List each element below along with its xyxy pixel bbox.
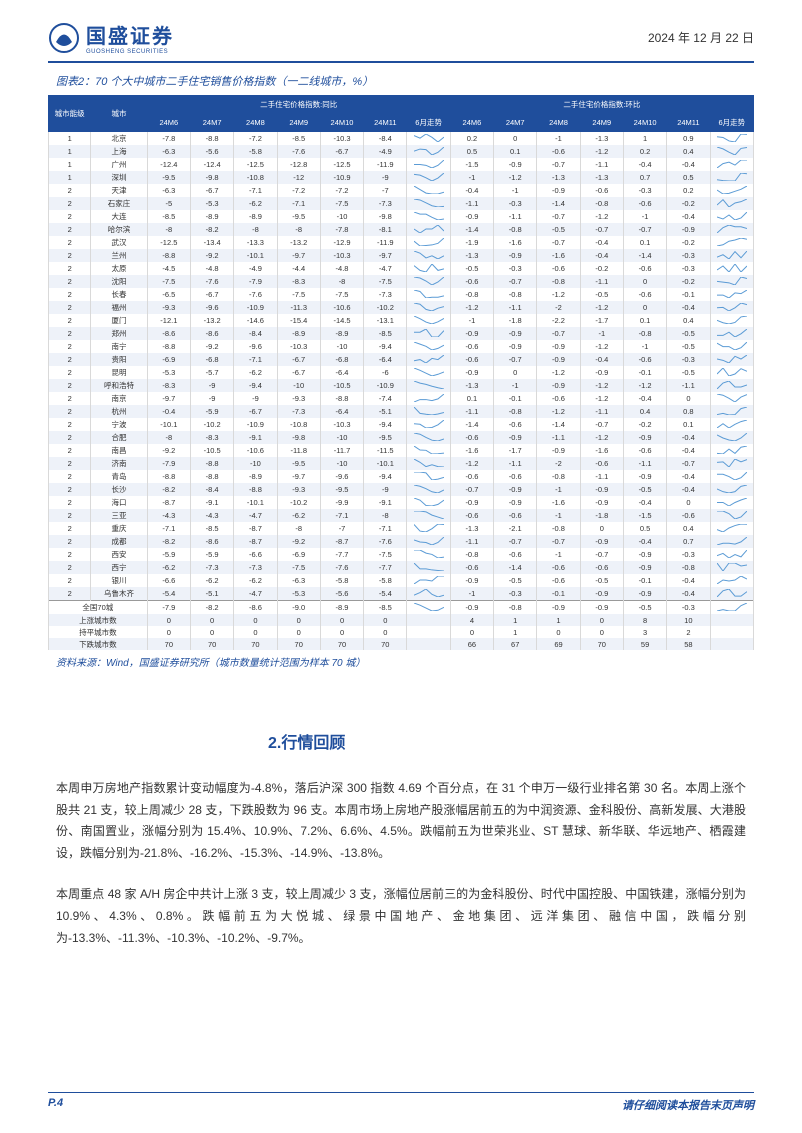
th-sub: 24M6: [450, 114, 493, 132]
table-summary-row: 持平城市数000000010032: [49, 626, 754, 638]
table-row: 2呼和浩特-8.3-9-9.4-10-10.5-10.9-1.3-1-0.9-1…: [49, 379, 754, 392]
table-row: 2济南-7.9-8.8-10-9.5-10-10.1-1.2-1.1-2-0.6…: [49, 457, 754, 470]
th-tier: 城市能级: [49, 96, 91, 132]
table-row: 1深圳-9.5-9.8-10.8-12-10.9-9-1-1.2-1.3-1.3…: [49, 171, 754, 184]
table-row: 2成都-8.2-8.6-8.7-9.2-8.7-7.6-1.1-0.7-0.7-…: [49, 535, 754, 548]
table-row: 1北京-7.8-8.8-7.2-8.5-10.3-8.40.20-1-1.310…: [49, 132, 754, 146]
table-row: 2郑州-8.6-8.6-8.4-8.9-8.9-8.5-0.9-0.9-0.7-…: [49, 327, 754, 340]
th-sub: 24M6: [147, 114, 190, 132]
page-footer: P.4 请仔细阅读本报告末页声明: [48, 1092, 754, 1113]
table-body: 1北京-7.8-8.8-7.2-8.5-10.3-8.40.20-1-1.310…: [49, 132, 754, 651]
table-summary-row: 全国70城-7.9-8.2-8.6-9.0-8.9-8.5-0.9-0.8-0.…: [49, 601, 754, 615]
table-row: 2长春-6.5-6.7-7.6-7.5-7.5-7.3-0.8-0.8-1.2-…: [49, 288, 754, 301]
table-row: 2哈尔滨-8-8.2-8-8-7.8-8.1-1.4-0.8-0.5-0.7-0…: [49, 223, 754, 236]
table-row: 2长沙-8.2-8.4-8.8-9.3-9.5-9-0.7-0.9-1-0.9-…: [49, 483, 754, 496]
table-row: 2重庆-7.1-8.5-8.7-8-7-7.1-1.3-2.1-0.800.50…: [49, 522, 754, 535]
price-index-table: 城市能级 城市 二手住宅价格指数:同比 二手住宅价格指数:环比 24M624M7…: [48, 95, 754, 650]
th-sub: 24M7: [494, 114, 537, 132]
table-row: 1广州-12.4-12.4-12.5-12.8-12.5-11.9-1.5-0.…: [49, 158, 754, 171]
th-sub: 24M8: [537, 114, 580, 132]
table-row: 2太原-4.5-4.8-4.9-4.4-4.8-4.7-0.5-0.3-0.6-…: [49, 262, 754, 275]
table-row: 2三亚-4.3-4.3-4.7-6.2-7.1-8-0.6-0.6-1-1.8-…: [49, 509, 754, 522]
company-name: 国盛证券: [86, 20, 174, 49]
th-sub: 24M9: [277, 114, 320, 132]
logo-icon: [48, 22, 80, 54]
table-row: 2海口-8.7-9.1-10.1-10.2-9.9-9.1-0.9-0.9-1.…: [49, 496, 754, 509]
table-head: 城市能级 城市 二手住宅价格指数:同比 二手住宅价格指数:环比 24M624M7…: [49, 96, 754, 132]
table-row: 2沈阳-7.5-7.6-7.9-8.3-8-7.5-0.6-0.7-0.8-1.…: [49, 275, 754, 288]
table-row: 2天津-6.3-6.7-7.1-7.2-7.2-7-0.4-1-0.9-0.6-…: [49, 184, 754, 197]
footer-disclaimer: 请仔细阅读本报告末页声明: [622, 1097, 754, 1113]
table-row: 2福州-9.3-9.6-10.9-11.3-10.6-10.2-1.2-1.1-…: [49, 301, 754, 314]
company-sub: GUOSHENG SECURITIES: [86, 49, 174, 55]
page-number: P.4: [48, 1097, 63, 1113]
table-summary-row: 下跌城市数707070707070666769705958: [49, 638, 754, 650]
table-row: 2西宁-6.2-7.3-7.3-7.5-7.6-7.7-0.6-1.4-0.6-…: [49, 561, 754, 574]
th-sub: 24M11: [364, 114, 407, 132]
table-row: 2石家庄-5-5.3-6.2-7.1-7.5-7.3-1.1-0.3-1.4-0…: [49, 197, 754, 210]
table-row: 2宁波-10.1-10.2-10.9-10.8-10.3-9.4-1.4-0.6…: [49, 418, 754, 431]
table-row: 2合肥-8-8.3-9.1-9.8-10-9.5-0.6-0.9-1.1-1.2…: [49, 431, 754, 444]
table-row: 2昆明-5.3-5.7-6.2-6.7-6.4-6-0.90-1.2-0.9-0…: [49, 366, 754, 379]
chart-title: 图表2：70 个大中城市二手住宅销售价格指数（一二线城市，%）: [56, 73, 754, 89]
table-row: 2乌鲁木齐-5.4-5.1-4.7-5.3-5.6-5.4-1-0.3-0.1-…: [49, 587, 754, 601]
table-row: 1上海-6.3-5.6-5.8-7.6-6.7-4.90.50.1-0.6-1.…: [49, 145, 754, 158]
th-sub: 24M9: [580, 114, 623, 132]
table-row: 2杭州-0.4-5.9-6.7-7.3-6.4-5.1-1.1-0.8-1.2-…: [49, 405, 754, 418]
th-yoy-group: 二手住宅价格指数:同比: [147, 96, 450, 114]
table-row: 2兰州-8.8-9.2-10.1-9.7-10.3-9.7-1.3-0.9-1.…: [49, 249, 754, 262]
table-row: 2贵阳-6.9-6.8-7.1-6.7-6.8-6.4-0.6-0.7-0.9-…: [49, 353, 754, 366]
table-row: 2武汉-12.5-13.4-13.3-13.2-12.9-11.9-1.9-1.…: [49, 236, 754, 249]
th-sub: 24M10: [623, 114, 666, 132]
table-row: 2南宁-8.8-9.2-9.6-10.3-10-9.4-0.6-0.9-0.9-…: [49, 340, 754, 353]
th-sub: 24M8: [234, 114, 277, 132]
th-mom-group: 二手住宅价格指数:环比: [450, 96, 753, 114]
table-summary-row: 上涨城市数0000004110810: [49, 614, 754, 626]
table-row: 2西安-5.9-5.9-6.6-6.9-7.7-7.5-0.8-0.6-1-0.…: [49, 548, 754, 561]
section-2-para-1: 本周申万房地产指数累计变动幅度为-4.8%，落后沪深 300 指数 4.69 个…: [48, 778, 754, 864]
table-row: 2银川-6.6-6.2-6.2-6.3-5.8-5.8-0.9-0.5-0.6-…: [49, 574, 754, 587]
th-sub: 6月走势: [407, 114, 450, 132]
table-row: 2大连-8.5-8.9-8.9-9.5-10-9.8-0.9-1.1-0.7-1…: [49, 210, 754, 223]
th-sub: 24M10: [320, 114, 363, 132]
th-city: 城市: [91, 96, 147, 132]
report-date: 2024 年 12 月 22 日: [648, 29, 754, 46]
table-row: 2南昌-9.2-10.5-10.6-11.8-11.7-11.5-1.6-1.7…: [49, 444, 754, 457]
th-sub: 24M7: [190, 114, 233, 132]
chart-source: 资料来源：Wind，国盛证券研究所（城市数量统计范围为样本 70 城）: [56, 654, 754, 669]
section-2-heading: 2.行情回顾: [268, 729, 754, 753]
section-2-para-2: 本周重点 48 家 A/H 房企中共计上涨 3 支，较上周减少 3 支，涨幅位居…: [48, 884, 754, 949]
table-row: 2南京-9.7-9-9-9.3-8.8-7.40.1-0.1-0.6-1.2-0…: [49, 392, 754, 405]
company-logo: 国盛证券 GUOSHENG SECURITIES: [48, 20, 174, 55]
page-header: 国盛证券 GUOSHENG SECURITIES 2024 年 12 月 22 …: [48, 20, 754, 63]
th-sub: 24M11: [667, 114, 710, 132]
table-row: 2青岛-8.8-8.8-8.9-9.7-9.6-9.4-0.6-0.6-0.8-…: [49, 470, 754, 483]
th-sub: 6月走势: [710, 114, 753, 132]
table-row: 2厦门-12.1-13.2-14.6-15.4-14.5-13.1-1-1.8-…: [49, 314, 754, 327]
